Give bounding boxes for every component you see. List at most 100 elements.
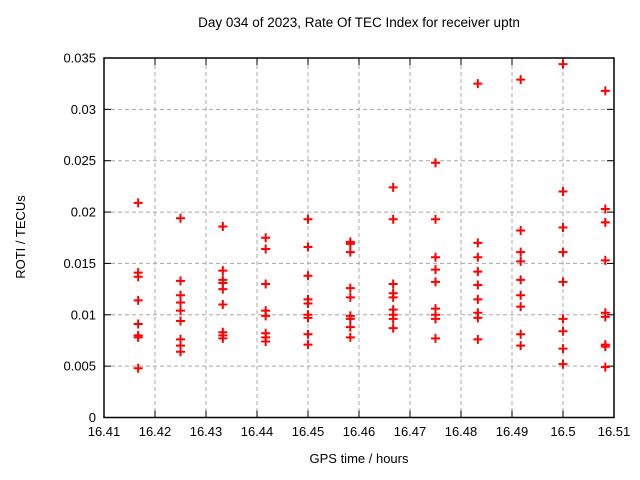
data-point xyxy=(558,344,568,354)
data-point xyxy=(345,283,355,293)
x-tick-label: 16.48 xyxy=(445,424,478,439)
data-point xyxy=(558,326,568,336)
plot-frame xyxy=(103,57,615,419)
data-point xyxy=(600,217,610,227)
data-point xyxy=(133,319,143,329)
data-point xyxy=(218,333,228,343)
data-point xyxy=(516,302,526,312)
y-tick-label: 0.025 xyxy=(63,153,96,168)
data-point xyxy=(431,158,440,168)
data-point xyxy=(516,341,526,351)
x-tick-label: 16.45 xyxy=(292,424,325,439)
y-tick-label: 0.02 xyxy=(71,205,96,220)
data-point xyxy=(388,279,398,289)
data-point xyxy=(431,252,440,262)
data-point xyxy=(133,332,143,342)
data-point xyxy=(388,314,398,324)
data-point xyxy=(431,277,440,287)
data-point xyxy=(133,363,143,373)
data-point xyxy=(218,284,228,294)
data-point xyxy=(558,59,568,69)
data-point xyxy=(345,322,355,332)
chart-title: Day 034 of 2023, Rate Of TEC Index for r… xyxy=(198,15,520,30)
data-point xyxy=(600,86,610,96)
data-point xyxy=(431,265,440,275)
plot-area: 16.41 16.42 16.43 16.44 16.45 16.46 16.47 16.48… xyxy=(63,51,630,440)
y-tick-label: 0.005 xyxy=(63,359,96,374)
data-point xyxy=(473,334,483,344)
data-point xyxy=(388,292,398,302)
data-point xyxy=(345,239,355,249)
y-tick-label: 0.035 xyxy=(63,51,96,66)
data-point xyxy=(473,252,483,262)
x-tick-label: 16.46 xyxy=(343,424,376,439)
y-tick-label: 0.03 xyxy=(71,102,96,117)
y-tick-label: 0.015 xyxy=(63,256,96,271)
data-point xyxy=(600,255,610,265)
data-point xyxy=(345,292,355,302)
data-point xyxy=(600,312,610,322)
x-tick-label: 16.49 xyxy=(496,424,529,439)
data-point xyxy=(303,340,313,350)
data-point xyxy=(473,238,483,248)
y-axis-label: ROTI / TECUs xyxy=(13,195,28,279)
data-point xyxy=(516,275,526,285)
data-point xyxy=(516,75,526,85)
data-point xyxy=(558,247,568,257)
x-tick-label: 16.47 xyxy=(394,424,427,439)
data-point xyxy=(218,300,228,310)
data-point xyxy=(303,298,313,308)
data-point xyxy=(345,314,355,324)
data-point xyxy=(473,294,483,304)
data-point xyxy=(303,313,313,323)
data-point xyxy=(133,198,143,208)
data-point xyxy=(516,256,526,266)
y-tick-label: 0.01 xyxy=(71,307,96,322)
data-point xyxy=(261,336,271,346)
data-point xyxy=(516,226,526,236)
x-tick-label: 16.43 xyxy=(190,424,223,439)
data-point xyxy=(388,182,398,192)
data-point xyxy=(516,290,526,300)
data-point xyxy=(600,204,610,214)
data-point xyxy=(176,297,185,307)
data-point xyxy=(516,329,526,339)
data-point xyxy=(218,266,228,276)
data-point xyxy=(558,187,568,197)
data-point xyxy=(176,347,185,357)
data-point xyxy=(261,279,271,289)
data-point xyxy=(133,272,143,282)
data-point xyxy=(176,213,185,223)
data-point xyxy=(261,233,271,243)
data-point xyxy=(473,79,483,89)
data-point xyxy=(388,214,398,224)
y-tick-label: 0 xyxy=(89,410,96,425)
data-point xyxy=(558,314,568,324)
data-point xyxy=(473,313,483,323)
data-point xyxy=(303,242,313,252)
data-point xyxy=(473,280,483,290)
data-point xyxy=(261,244,271,254)
data-point xyxy=(345,247,355,257)
data-point xyxy=(345,332,355,342)
data-point xyxy=(303,271,313,281)
data-point xyxy=(133,295,143,305)
data-point xyxy=(558,359,568,369)
data-point xyxy=(176,306,185,316)
x-tick-label: 16.5 xyxy=(550,424,575,439)
data-point xyxy=(176,276,185,286)
data-point xyxy=(431,314,440,324)
x-tick-label: 16.44 xyxy=(241,424,274,439)
x-tick-label: 16.51 xyxy=(598,424,631,439)
data-point xyxy=(431,333,440,343)
data-point xyxy=(261,311,271,321)
data-point xyxy=(473,267,483,277)
data-point xyxy=(176,316,185,326)
x-tick-label: 16.42 xyxy=(139,424,172,439)
x-axis-label: GPS time / hours xyxy=(310,451,409,466)
data-point xyxy=(600,342,610,352)
data-point xyxy=(600,362,610,372)
data-point xyxy=(303,329,313,339)
